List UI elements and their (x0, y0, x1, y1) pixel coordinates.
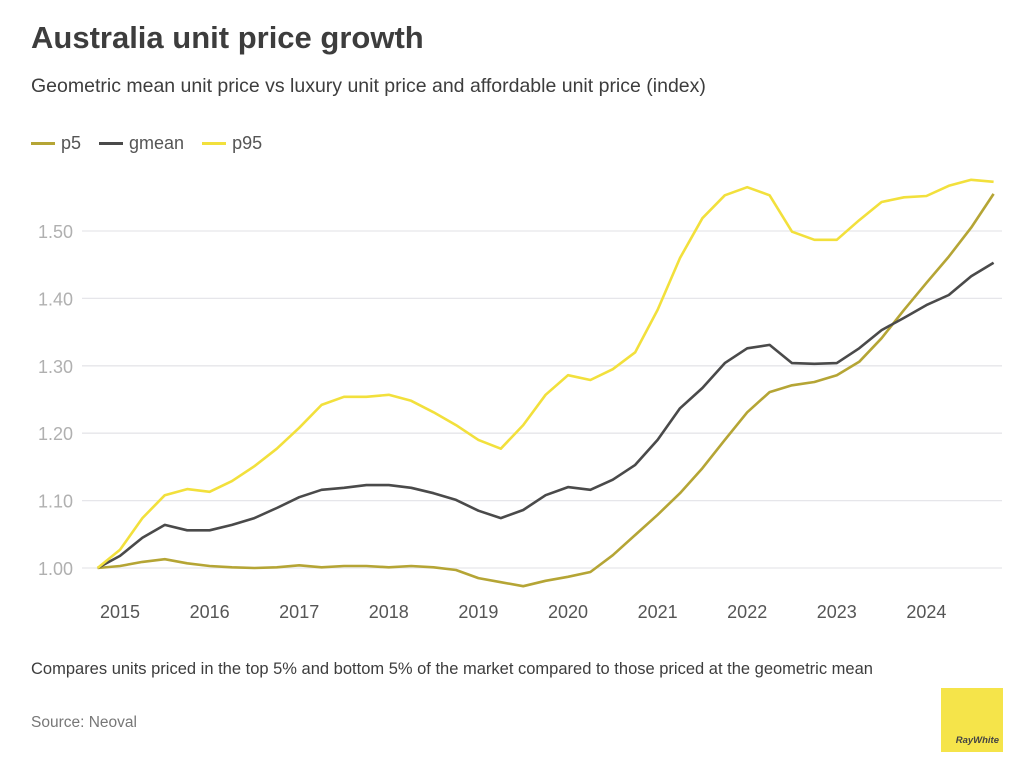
y-tick-label: 1.40 (38, 289, 73, 309)
series-line-p5 (97, 193, 995, 588)
y-tick-label: 1.00 (38, 559, 73, 579)
legend-swatch-p95 (202, 142, 227, 145)
chart-source: Source: Neoval (31, 714, 137, 731)
x-tick-label: 2021 (638, 602, 678, 622)
x-tick-label: 2023 (817, 602, 857, 622)
series-line-gmean (96, 261, 995, 570)
x-tick-label: 2019 (458, 602, 498, 622)
legend-item-gmean: gmean (99, 133, 184, 154)
legend: p5 gmean p95 (31, 133, 262, 154)
series-line-p95 (96, 178, 994, 570)
raywhite-logo: RayWhite (941, 688, 1003, 752)
legend-label-gmean: gmean (129, 133, 185, 153)
x-tick-label: 2015 (100, 602, 140, 622)
x-tick-label: 2022 (727, 602, 767, 622)
chart-subtitle: Geometric mean unit price vs luxury unit… (31, 75, 706, 97)
y-tick-label: 1.30 (38, 357, 73, 377)
x-tick-label: 2017 (279, 602, 319, 622)
chart-note: Compares units priced in the top 5% and … (31, 660, 873, 678)
legend-label-p5: p5 (61, 133, 82, 153)
x-tick-label: 2024 (906, 602, 946, 622)
x-tick-label: 2018 (369, 602, 409, 622)
y-tick-label: 1.10 (38, 492, 73, 512)
legend-swatch-p5 (31, 142, 55, 145)
legend-swatch-gmean (99, 142, 124, 145)
x-tick-label: 2020 (548, 602, 588, 622)
y-tick-label: 1.20 (38, 424, 73, 444)
x-tick-label: 2016 (190, 602, 230, 622)
legend-item-p5: p5 (31, 133, 81, 154)
legend-item-p95: p95 (202, 133, 262, 154)
logo-text: RayWhite (955, 735, 999, 746)
y-tick-label: 1.50 (38, 222, 73, 242)
chart-title: Australia unit price growth (31, 20, 424, 55)
legend-label-p95: p95 (232, 133, 263, 153)
